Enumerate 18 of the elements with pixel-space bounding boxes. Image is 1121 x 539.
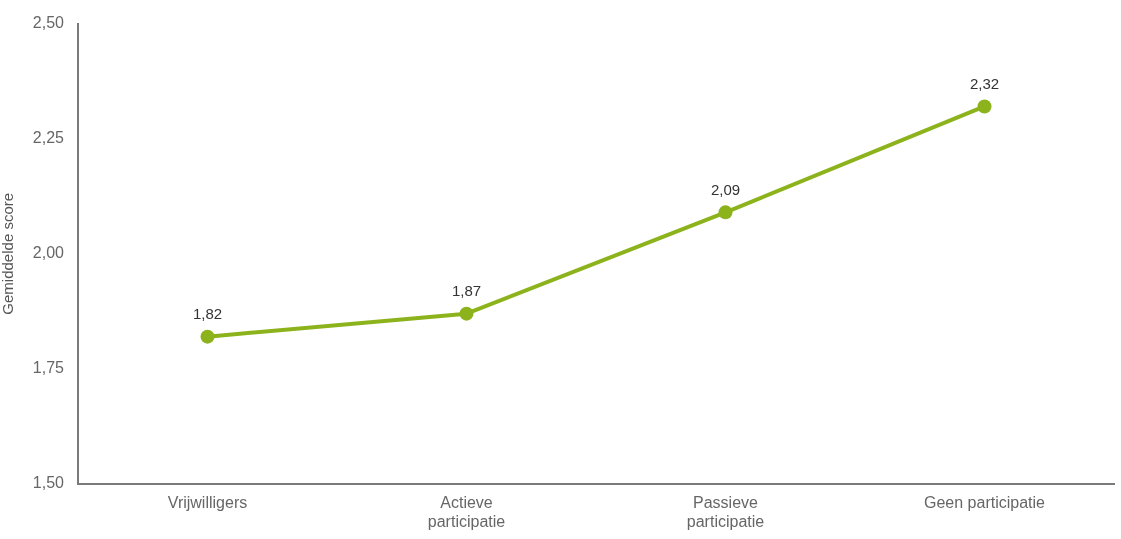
- x-tick-label: Geen participatie: [924, 494, 1046, 512]
- y-tick-label: 1,75: [32, 359, 65, 377]
- data-label: 1,82: [192, 305, 223, 323]
- point: [718, 205, 733, 220]
- y-tick-label: 2,00: [32, 244, 65, 262]
- data-label: 1,87: [451, 282, 482, 300]
- x-tick-label: Actieve participatie: [427, 494, 506, 531]
- data-label: 2,32: [969, 75, 1000, 93]
- point: [200, 329, 215, 344]
- y-tick-label: 1,50: [32, 474, 65, 492]
- data-label: 2,09: [710, 181, 741, 198]
- y-axis-title: Gemiddelde score: [0, 192, 17, 315]
- y-tick-label: 2,50: [32, 14, 65, 32]
- x-tick-label: Passieve participatie: [686, 494, 765, 531]
- point: [459, 306, 474, 321]
- x-tick-label: Vrijwilligers: [167, 494, 248, 512]
- point: [977, 99, 992, 114]
- y-tick-label: 2,25: [32, 129, 65, 147]
